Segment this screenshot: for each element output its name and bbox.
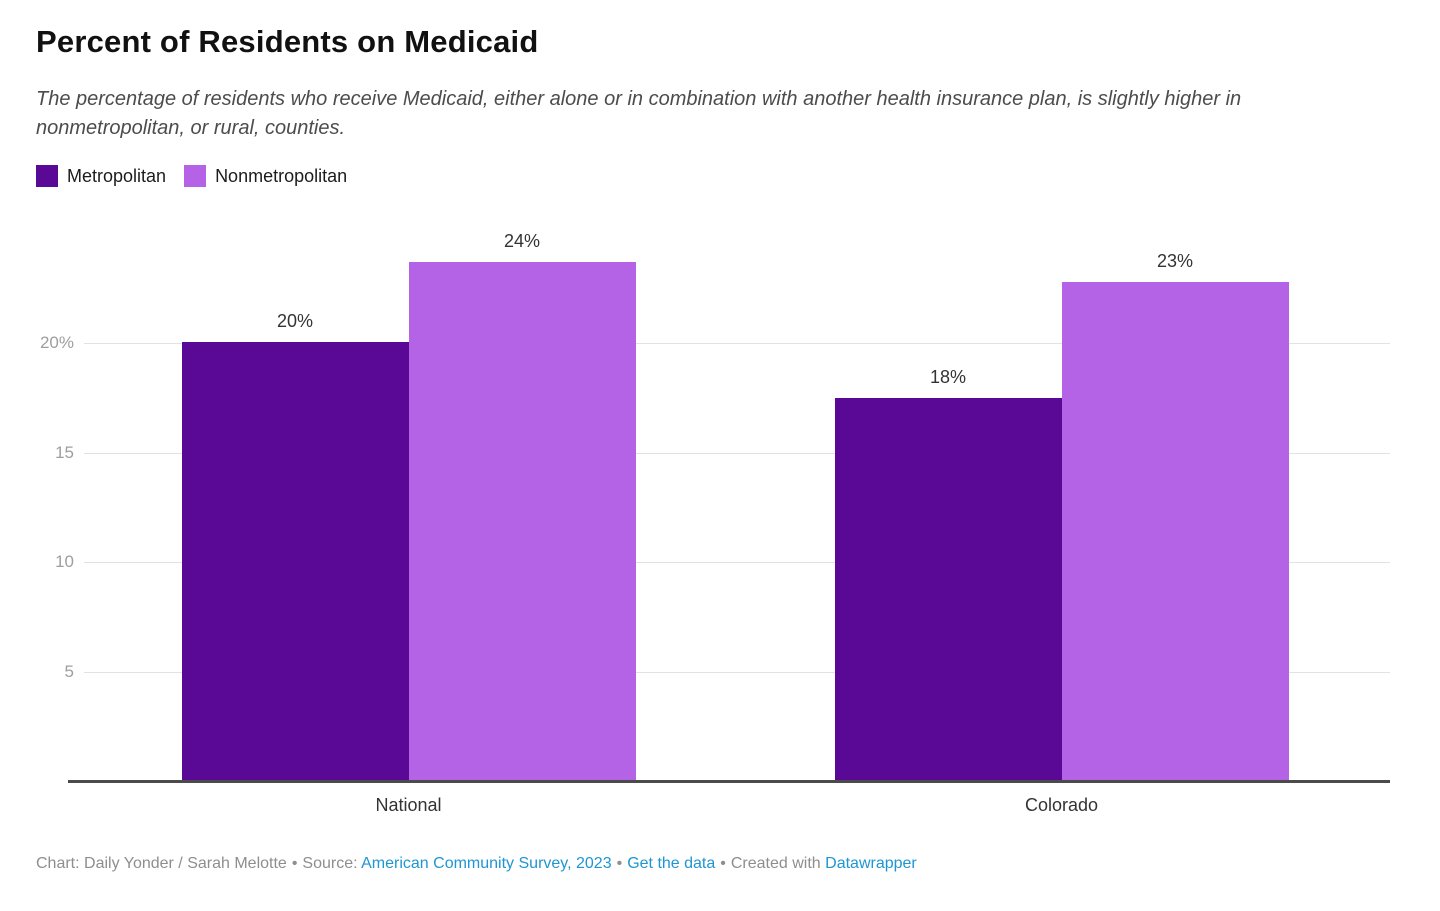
footer-credit: Chart: Daily Yonder / Sarah Melotte	[36, 855, 287, 872]
y-gridline	[84, 343, 1390, 344]
legend-swatch-metropolitan-icon	[36, 165, 58, 187]
legend-item-metropolitan: Metropolitan	[36, 165, 166, 187]
chart-subtitle: The percentage of residents who receive …	[36, 88, 1242, 139]
legend-label-metropolitan: Metropolitan	[67, 165, 167, 186]
datawrapper-link[interactable]: Datawrapper	[825, 855, 917, 872]
footer-separator: •	[291, 855, 298, 872]
footer-created-with: Created with	[730, 855, 821, 872]
y-tick-label: 10	[55, 552, 74, 571]
bar-value-label: 18%	[929, 366, 967, 387]
y-gridline	[84, 562, 1390, 563]
legend-label-nonmetropolitan: Nonmetropolitan	[215, 165, 348, 186]
category-label-colorado: Colorado	[1024, 795, 1099, 815]
y-tick-label: 20%	[39, 333, 74, 352]
footer-source-prefix: Source:	[302, 855, 358, 872]
chart-title: Percent of Residents on Medicaid	[36, 24, 539, 59]
bar-chart-plot-area: 5 10 15 20% 20% 24% National 18% 23% Colorado	[0, 210, 1440, 830]
footer: Chart: Daily Yonder / Sarah Melotte • Sour…	[36, 854, 917, 874]
bar-colorado-nonmetropolitan	[1061, 281, 1289, 781]
y-gridline	[84, 452, 1390, 454]
bar-national-nonmetropolitan	[408, 261, 636, 781]
y-gridline	[84, 671, 1390, 673]
get-the-data-link[interactable]: Get the data	[627, 855, 716, 872]
source-link[interactable]: American Community Survey, 2023	[361, 855, 612, 872]
legend-swatch-nonmetropolitan-icon	[184, 165, 207, 187]
bar-value-label: 24%	[503, 230, 541, 251]
footer-separator: •	[720, 855, 726, 872]
y-tick-label: 5	[64, 661, 74, 681]
x-axis-line	[68, 780, 1390, 783]
legend-item-nonmetropolitan: Nonmetropolitan	[184, 165, 347, 187]
bar-value-label: 20%	[276, 310, 314, 331]
category-label-national: National	[375, 795, 442, 815]
bar-national-metropolitan	[181, 341, 409, 781]
footer-separator: •	[616, 855, 623, 872]
bar-colorado-metropolitan	[834, 397, 1062, 781]
bar-value-label: 23%	[1156, 250, 1194, 271]
y-tick-label: 15	[55, 442, 74, 462]
legend: Metropolitan Nonmetropolitan	[36, 165, 347, 187]
